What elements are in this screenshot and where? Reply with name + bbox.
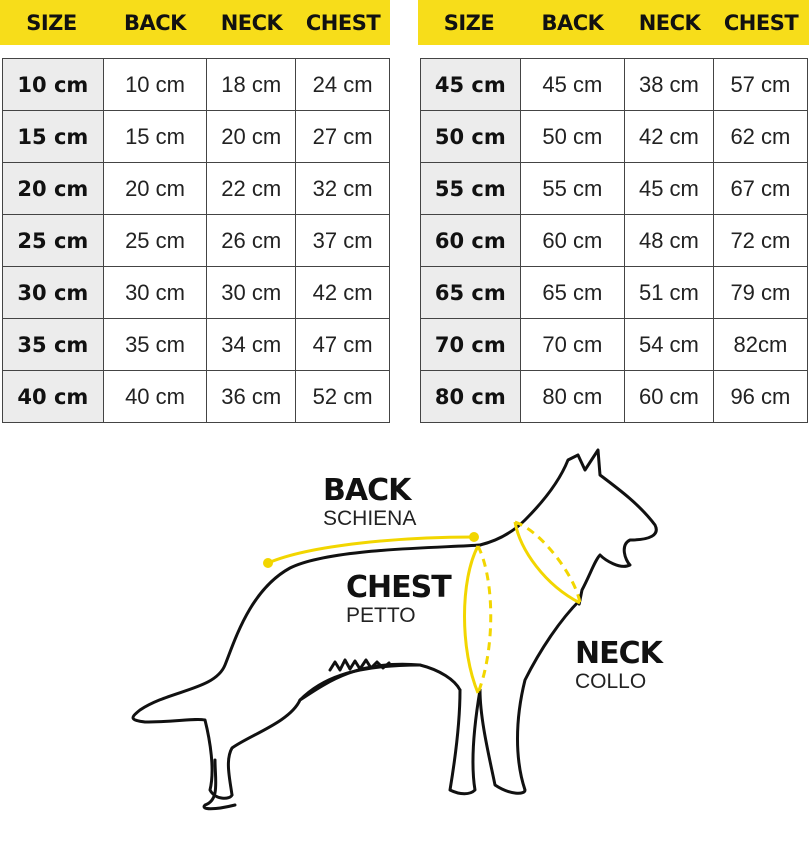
back-cell: 45 cm (519, 58, 626, 111)
back-cell: 15 cm (102, 110, 208, 163)
header-neck: NECK (638, 10, 701, 35)
header-size: SIZE (443, 10, 495, 35)
back-cell: 70 cm (519, 318, 626, 371)
neck-cell: 60 cm (624, 370, 714, 423)
chest-label: CHEST PETTO (346, 570, 452, 628)
neck-cell: 20 cm (206, 110, 297, 163)
neck-label: NECK COLLO (575, 636, 663, 694)
chest-cell: 62 cm (712, 110, 809, 163)
size-cell: 25 cm (2, 214, 104, 267)
header-chest: CHEST (723, 10, 799, 35)
size-cell: 55 cm (420, 162, 521, 215)
neck-cell: 38 cm (624, 58, 714, 111)
neck-cell: 36 cm (206, 370, 297, 423)
chest-cell: 37 cm (295, 214, 390, 267)
neck-cell: 18 cm (206, 58, 297, 111)
table-row: 45 cm 45 cm 38 cm 57 cm (420, 58, 809, 111)
neck-cell: 54 cm (624, 318, 714, 371)
chest-cell: 57 cm (712, 58, 809, 111)
size-cell: 30 cm (2, 266, 104, 319)
header-chest: CHEST (305, 10, 381, 35)
table-row: 65 cm 65 cm 51 cm 79 cm (420, 266, 809, 319)
back-cell: 30 cm (102, 266, 208, 319)
back-measure-line (267, 535, 475, 565)
size-cell: 10 cm (2, 58, 104, 111)
size-cell: 70 cm (420, 318, 521, 371)
table-row: 15 cm 15 cm 20 cm 27 cm (2, 110, 390, 163)
chest-cell: 79 cm (712, 266, 809, 319)
back-cell: 60 cm (519, 214, 626, 267)
back-cell: 20 cm (102, 162, 208, 215)
right-size-table: 45 cm 45 cm 38 cm 57 cm 50 cm 50 cm 42 cm 62 cm… (420, 58, 809, 423)
chest-cell: 27 cm (295, 110, 390, 163)
size-cell: 65 cm (420, 266, 521, 319)
chest-cell: 96 cm (712, 370, 809, 423)
header-size: SIZE (26, 10, 77, 35)
size-cell: 60 cm (420, 214, 521, 267)
table-row: 10 cm 10 cm 18 cm 24 cm (2, 58, 390, 111)
chest-measure-line (463, 545, 480, 694)
header-back: BACK (124, 10, 186, 35)
chest-cell: 72 cm (712, 214, 809, 267)
dog-outline (131, 448, 658, 811)
left-size-table: 10 cm 10 cm 18 cm 24 cm 15 cm 15 cm 20 cm 27 cm… (2, 58, 390, 423)
neck-cell: 48 cm (624, 214, 714, 267)
measure-lines (263, 520, 582, 694)
neck-cell: 45 cm (624, 162, 714, 215)
neck-measure-line (513, 521, 581, 605)
neck-cell: 34 cm (206, 318, 297, 371)
right-header: SIZE BACK NECK CHEST (418, 0, 809, 45)
chest-cell: 47 cm (295, 318, 390, 371)
size-cell: 15 cm (2, 110, 104, 163)
chest-cell: 42 cm (295, 266, 390, 319)
chest-cell: 82cm (712, 318, 809, 371)
neck-cell: 26 cm (206, 214, 297, 267)
back-cell: 65 cm (519, 266, 626, 319)
size-cell: 50 cm (420, 110, 521, 163)
back-cell: 55 cm (519, 162, 626, 215)
size-cell: 35 cm (2, 318, 104, 371)
chest-cell: 32 cm (295, 162, 390, 215)
table-row: 25 cm 25 cm 26 cm 37 cm (2, 214, 390, 267)
back-cell: 80 cm (519, 370, 626, 423)
table-row: 80 cm 80 cm 60 cm 96 cm (420, 370, 809, 423)
size-cell: 40 cm (2, 370, 104, 423)
chest-cell: 24 cm (295, 58, 390, 111)
table-row: 70 cm 70 cm 54 cm 82cm (420, 318, 809, 371)
back-cell: 35 cm (102, 318, 208, 371)
header-back: BACK (541, 10, 604, 35)
left-header: SIZE BACK NECK CHEST (0, 0, 390, 45)
table-row: 60 cm 60 cm 48 cm 72 cm (420, 214, 809, 267)
neck-cell: 22 cm (206, 162, 297, 215)
table-row: 20 cm 20 cm 22 cm 32 cm (2, 162, 390, 215)
neck-cell: 42 cm (624, 110, 714, 163)
table-row: 50 cm 50 cm 42 cm 62 cm (420, 110, 809, 163)
table-row: 40 cm 40 cm 36 cm 52 cm (2, 370, 390, 423)
header-neck: NECK (220, 10, 283, 35)
chest-cell: 52 cm (295, 370, 390, 423)
table-row: 55 cm 55 cm 45 cm 67 cm (420, 162, 809, 215)
back-cell: 50 cm (519, 110, 626, 163)
size-cell: 20 cm (2, 162, 104, 215)
size-cell: 80 cm (420, 370, 521, 423)
back-label: BACK SCHIENA (323, 473, 417, 531)
back-cell: 40 cm (102, 370, 208, 423)
table-row: 35 cm 35 cm 34 cm 47 cm (2, 318, 390, 371)
chest-cell: 67 cm (712, 162, 809, 215)
